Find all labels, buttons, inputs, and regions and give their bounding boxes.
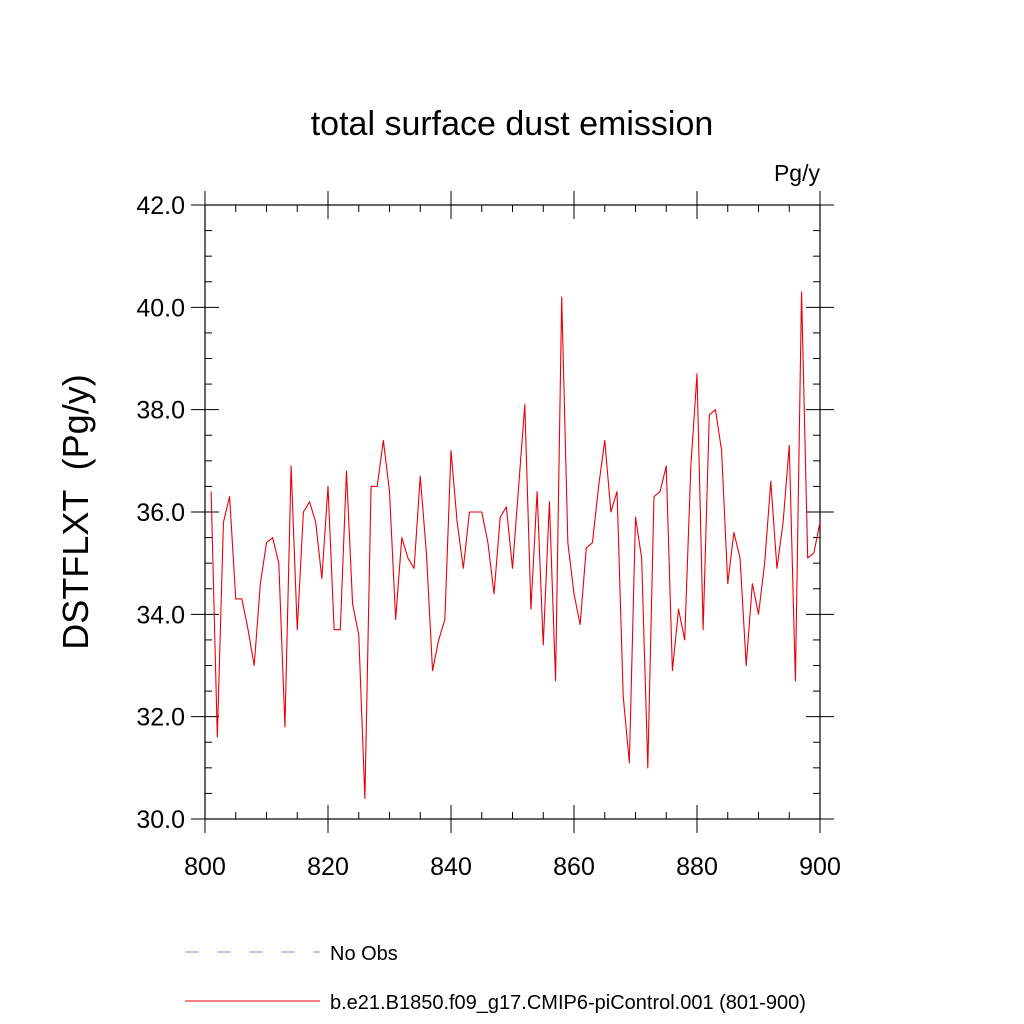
y-tick-label: 32.0 — [136, 704, 185, 732]
x-tick-label: 820 — [307, 853, 349, 881]
y-tick-label: 38.0 — [136, 397, 185, 425]
y-tick-label: 42.0 — [136, 192, 185, 220]
y-tick-label: 40.0 — [136, 294, 185, 322]
plot-frame — [204, 204, 821, 820]
y-axis-label: DSTFLXT (Pg/y) — [55, 374, 96, 649]
chart-title: total surface dust emission — [311, 105, 714, 143]
legend: No Obs b.e21.B1850.f09_g17.CMIP6-piContr… — [185, 943, 806, 1014]
series-layer — [210, 291, 821, 800]
y-tick-label: 36.0 — [136, 499, 185, 527]
y-tick-label: 34.0 — [136, 601, 185, 629]
series-line — [210, 291, 821, 800]
legend-label-no-obs: No Obs — [330, 943, 398, 965]
x-tick-label: 900 — [799, 853, 841, 881]
tick-labels: 30.0 32.0 34.0 36.0 38.0 40.0 42.0 800 820 840 860… — [136, 192, 841, 881]
minor-ticks — [205, 205, 820, 819]
x-tick-label: 840 — [430, 853, 472, 881]
units-label: Pg/y — [774, 160, 821, 186]
y-tick-label: 30.0 — [136, 806, 185, 834]
x-tick-label: 860 — [553, 853, 595, 881]
major-ticks — [191, 191, 834, 833]
x-tick-label: 800 — [184, 853, 226, 881]
x-tick-label: 880 — [676, 853, 718, 881]
legend-label-model-run: b.e21.B1850.f09_g17.CMIP6-piControl.001 … — [330, 992, 806, 1014]
